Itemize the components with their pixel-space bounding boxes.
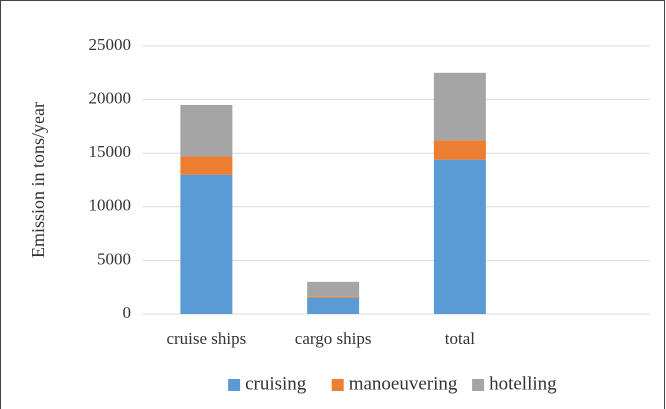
- bar-segment: [307, 281, 360, 297]
- y-axis-label: Emission in tons/year: [28, 102, 48, 258]
- bar-segment: [180, 174, 233, 314]
- legend-label: hotelling: [489, 373, 557, 394]
- y-tick-label: 25000: [89, 35, 132, 54]
- legend-swatch: [472, 379, 485, 391]
- bar-segment: [180, 156, 233, 175]
- y-tick-label: 0: [123, 303, 132, 322]
- y-tick-label: 15000: [89, 142, 132, 161]
- bar-segment: [433, 159, 486, 314]
- legend-swatch: [228, 379, 241, 391]
- bar-segment: [433, 72, 486, 141]
- y-tick-label: 5000: [97, 249, 131, 268]
- y-tick-label: 20000: [89, 89, 132, 108]
- legend-label: manoeuvering: [349, 373, 458, 394]
- legend-label: cruising: [245, 373, 307, 394]
- x-tick-label: cargo ships: [295, 329, 372, 348]
- bar-segment: [307, 297, 360, 314]
- y-tick-label: 10000: [89, 196, 132, 215]
- bar-segment: [180, 104, 233, 157]
- bar-segment: [307, 296, 360, 298]
- x-tick-label: cruise ships: [166, 329, 246, 348]
- bar-segment: [433, 140, 486, 160]
- x-tick-label: total: [445, 329, 475, 348]
- legend-swatch: [331, 379, 344, 391]
